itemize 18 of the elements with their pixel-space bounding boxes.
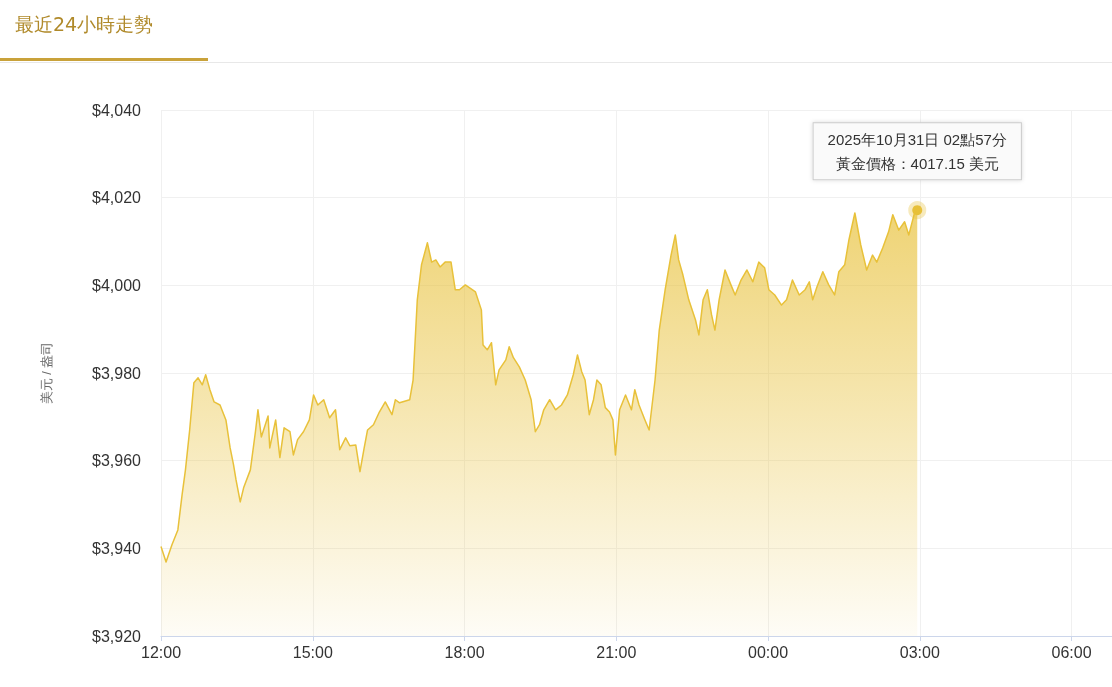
annotation: 2025年10月31日 02點57分 (827, 130, 1007, 148)
y-tick-label: $3,980 (92, 364, 142, 382)
x-tick-label: 03:00 (899, 643, 940, 661)
x-tick-label: 18:00 (444, 643, 485, 661)
y-tick-label: $3,920 (92, 627, 142, 645)
x-tick-label: 00:00 (748, 643, 789, 661)
annotation: 黃金價格：4017.15 美元 (835, 154, 999, 172)
chart-title: 最近24小時走勢 (15, 12, 154, 37)
x-tick-label: 12:00 (140, 643, 182, 661)
y-axis-title: 美元 / 盎司 (39, 341, 54, 405)
y-tick-label: $4,040 (92, 101, 142, 119)
x-tick-label: 06:00 (1051, 643, 1092, 661)
x-tick-label: 15:00 (292, 643, 333, 661)
y-tick-label: $4,000 (92, 276, 142, 294)
y-tick-label: $3,960 (92, 452, 142, 470)
y-tick-label: $3,940 (92, 539, 142, 557)
x-tick-label: 21:00 (596, 643, 637, 661)
y-tick-label: $4,020 (92, 189, 142, 207)
